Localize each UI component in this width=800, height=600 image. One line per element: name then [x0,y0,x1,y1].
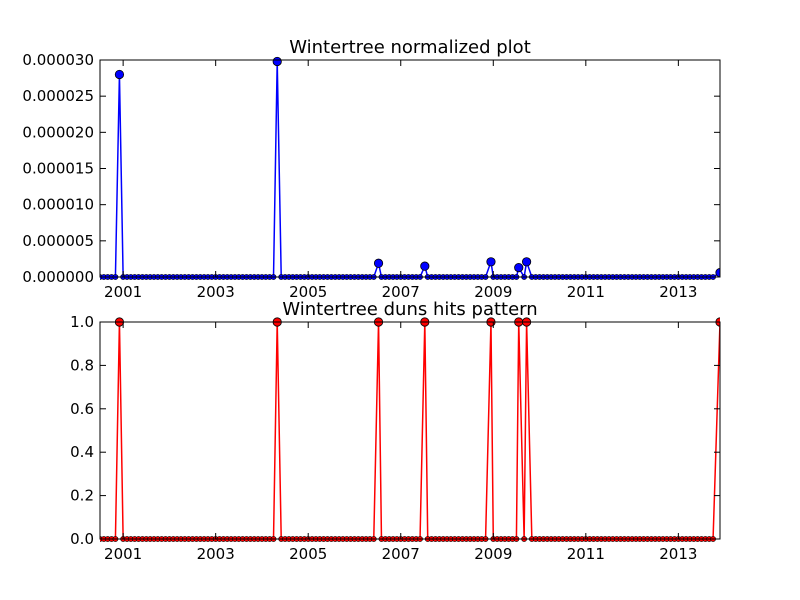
x-tick-label: 2013 [659,283,697,301]
data-point [114,69,125,80]
x-tick-label: 2009 [474,545,512,563]
hits-pattern-panel: Wintertree duns hits pattern 2001 2003 200… [70,299,721,563]
normalized-plot-panel: Wintertree normalized plot 2001 2003 2005 2… [22,37,721,301]
x-tick-label: 2009 [474,283,512,301]
x-tick-label: 2001 [104,545,142,563]
series-line [100,61,720,280]
series-layer [100,317,720,542]
x-tick-label: 2001 [104,283,142,301]
y-tick-label: 0.0 [70,530,94,548]
y-tick-label: 0.000020 [22,123,94,141]
y-tick-label: 0.8 [70,356,94,374]
y-tick-label: 0.4 [70,443,94,461]
y-tick-label: 0.000000 [22,268,94,286]
y-tick-label: 0.000010 [22,196,94,214]
x-tick-label: 2007 [382,545,420,563]
data-point [521,257,532,267]
ticks-layer: 2001 2003 2005 2007 2009 2011 2013 0.000000 0.00… [22,51,720,301]
ticks-layer: 2001 2003 2005 2007 2009 2011 2013 0.0 0.2 0.4 0.6… [70,313,720,563]
x-tick-label: 2003 [197,545,235,563]
y-tick-label: 0.2 [70,487,94,505]
data-point [420,261,430,271]
plot-frame [99,59,721,278]
x-tick-label: 2007 [382,283,420,301]
plot-frame [99,321,721,540]
chart-title: Wintertree normalized plot [289,37,531,58]
x-tick-label: 2013 [659,545,697,563]
data-point [373,258,384,268]
chart-title: Wintertree duns hits pattern [282,299,537,320]
x-tick-label: 2003 [197,283,235,301]
x-tick-label: 2005 [289,545,327,563]
data-point [514,262,524,273]
x-tick-label: 2011 [567,283,605,301]
series-layer [100,56,720,280]
y-tick-label: 0.000030 [22,51,94,69]
y-tick-label: 0.000005 [22,232,94,250]
y-tick-label: 0.000015 [22,160,94,178]
y-tick-label: 1.0 [70,313,94,331]
y-tick-label: 0.6 [70,400,94,418]
data-point [486,257,496,267]
x-tick-label: 2011 [567,545,605,563]
series-line [100,321,720,540]
y-tick-label: 0.000025 [22,87,94,105]
x-tick-label: 2005 [289,283,327,301]
data-point [272,56,282,67]
